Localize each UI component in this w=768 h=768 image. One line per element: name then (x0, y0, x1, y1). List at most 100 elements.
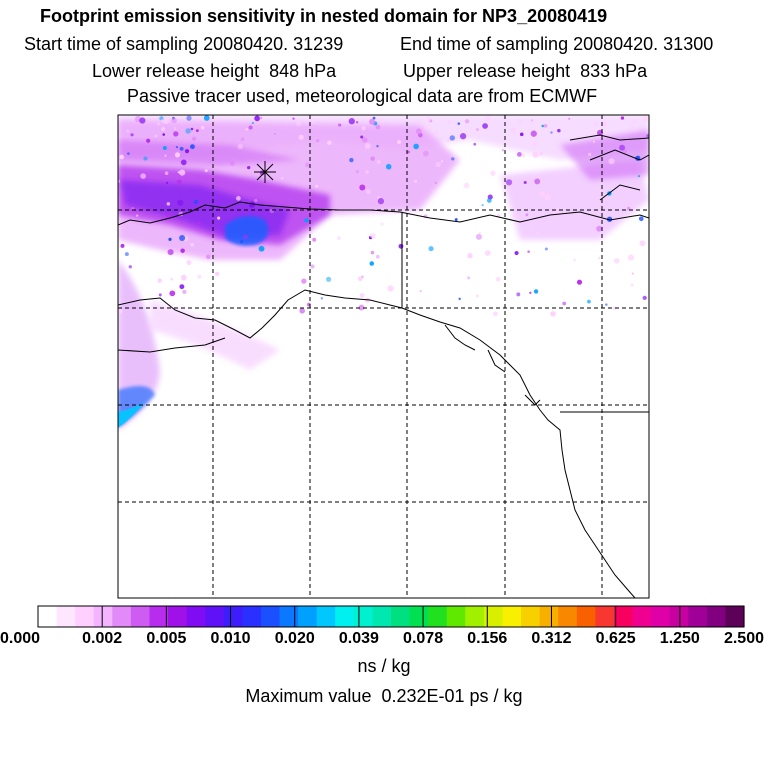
colorbar-cell (446, 606, 466, 627)
sensitivity-dot (204, 169, 208, 173)
colorbar-cell (56, 606, 76, 627)
sensitivity-dot (158, 293, 162, 297)
sensitivity-dot (164, 171, 169, 176)
sensitivity-dot (426, 116, 432, 122)
sensitivity-dot (165, 212, 173, 219)
sensitivity-dot (486, 198, 492, 203)
sensitivity-dot (309, 119, 314, 124)
sensitivity-dot (243, 234, 248, 240)
field-band-southwest (150, 300, 280, 370)
sensitivity-dot (174, 152, 181, 158)
colorbar-cell (335, 606, 355, 627)
sensitivity-dot (237, 143, 244, 150)
sensitivity-dot (184, 149, 190, 154)
sensitivity-dot (434, 181, 438, 185)
sensitivity-dot (459, 133, 467, 140)
sensitivity-dot (544, 194, 552, 201)
sensitivity-dot (190, 144, 195, 150)
sensitivity-dot (162, 133, 166, 136)
sensitivity-dot (631, 118, 638, 125)
sensitivity-dot (254, 198, 258, 203)
sensitivity-dot (359, 184, 366, 191)
sensitivity-dot (118, 308, 123, 314)
sensitivity-dot (375, 124, 381, 130)
sensitivity-dot (501, 149, 504, 152)
sensitivity-dot (475, 233, 482, 240)
colorbar-tick-label: 0.312 (531, 630, 572, 647)
sensitivity-dot (532, 151, 539, 158)
sensitivity-dot (240, 137, 245, 142)
sensitivity-dot (419, 290, 422, 293)
sensitivity-dot (179, 146, 184, 151)
sensitivity-dot (299, 308, 305, 314)
sensitivity-dot (505, 179, 513, 186)
panhandle-islands-1 (444, 324, 476, 351)
sensitivity-dot (325, 276, 332, 282)
sensitivity-dot (197, 221, 202, 226)
sensitivity-dot (173, 131, 179, 137)
colorbar-cell (242, 606, 262, 627)
sensitivity-dot (516, 292, 521, 297)
colorbar-cell (539, 606, 559, 627)
sensitivity-dot (254, 115, 260, 122)
sensitivity-dot (613, 258, 620, 264)
sensitivity-dot (135, 214, 139, 217)
sensitivity-dot (376, 145, 379, 148)
sensitivity-dot (128, 265, 132, 269)
colorbar-cell (260, 606, 281, 627)
colorbar-cell (75, 606, 95, 627)
sensitivity-dot (312, 237, 317, 242)
sensitivity-dot (634, 129, 637, 132)
sensitivity-dot (164, 154, 167, 157)
sensitivity-dot (484, 115, 491, 122)
sensitivity-dot (642, 295, 647, 300)
sensitivity-dot (495, 277, 501, 282)
sensitivity-dot (449, 135, 456, 141)
sensitivity-dot (376, 160, 381, 164)
sensitivity-dot (562, 301, 567, 306)
start-time-label: Start time of sampling 20080420. 31239 (24, 34, 344, 54)
sensitivity-dot (171, 117, 177, 124)
sensitivity-dot (370, 250, 375, 255)
colorbar-tick-label: 0.039 (338, 630, 379, 647)
map-frame (117, 114, 650, 599)
sensitivity-dot (190, 242, 194, 247)
sensitivity-dot (482, 123, 488, 129)
sensitivity-dot (435, 161, 441, 168)
sensitivity-dot (361, 126, 366, 131)
sensitivity-dot (434, 130, 439, 135)
sensitivity-dot (605, 303, 608, 306)
sensitivity-dot (176, 179, 182, 185)
sensitivity-dot (473, 142, 477, 146)
sensitivity-dot (539, 151, 544, 156)
sensitivity-dot (280, 176, 284, 180)
colorbar-cell (428, 606, 448, 627)
sensitivity-dot (601, 121, 607, 128)
arctic-island-coast-3 (599, 184, 641, 201)
sensitivity-dot (217, 216, 221, 220)
sensitivity-dot (176, 150, 180, 153)
sensitivity-dot (638, 216, 644, 222)
sensitivity-dot (370, 233, 376, 239)
colorbar-cell (391, 606, 411, 627)
sensitivity-dot (154, 134, 158, 138)
sensitivity-dot (490, 170, 496, 176)
colorbar-cell (558, 606, 578, 627)
sensitivity-dot (364, 142, 371, 150)
map-grid (118, 115, 649, 598)
colorbar-cell (372, 606, 392, 627)
sensitivity-dot (310, 264, 315, 269)
sensitivity-dot (510, 127, 516, 133)
sensitivity-dot (637, 175, 641, 178)
sensitivity-dot (191, 136, 197, 141)
colorbar-cell (353, 606, 374, 627)
sensitivity-dot (377, 198, 385, 205)
sensitivity-dot (514, 250, 519, 256)
arctic-coastline (118, 201, 649, 226)
colorbar-tick-label: 2.500 (723, 630, 764, 647)
sensitivity-dot (530, 130, 537, 137)
colorbar-cell (632, 606, 652, 627)
colorbar-cell (112, 606, 132, 627)
sensitivity-dot (236, 196, 241, 201)
sensitivity-dot (258, 245, 265, 252)
